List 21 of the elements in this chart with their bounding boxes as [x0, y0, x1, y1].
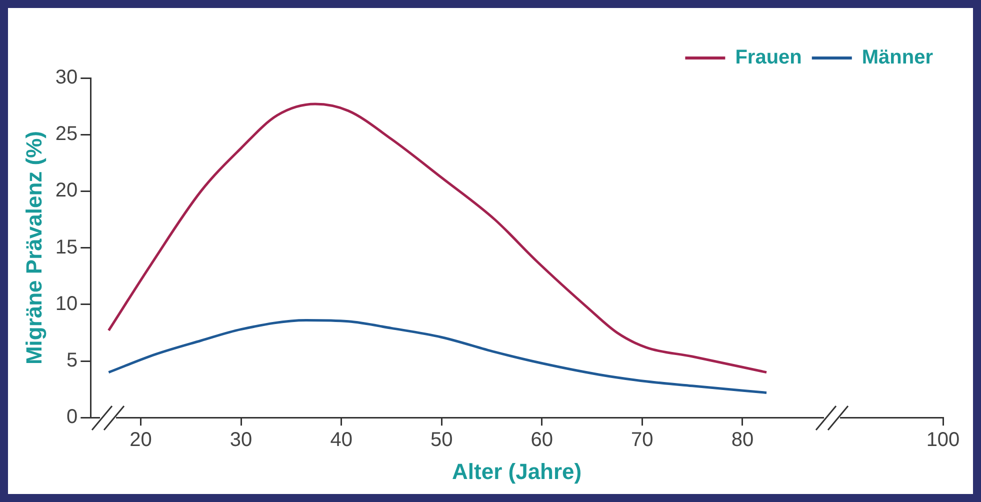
y-tick-label: 5 — [66, 350, 78, 372]
x-tick-label: 60 — [530, 429, 554, 452]
x-tick-label: 30 — [230, 429, 252, 452]
legend-label: Männer — [862, 46, 934, 69]
y-tick-label: 0 — [66, 406, 78, 428]
y-tick-label: 10 — [55, 292, 78, 315]
x-tick-label: 20 — [130, 429, 152, 452]
y-axis-title: Migräne Prävalenz (%) — [21, 131, 46, 365]
line-series — [107, 319, 768, 394]
x-tick-label: 80 — [731, 429, 754, 452]
x-tick-label: 50 — [430, 429, 453, 452]
legend-label: Frauen — [735, 46, 802, 69]
y-tick-label: 15 — [55, 236, 78, 258]
y-tick-label: 30 — [55, 66, 78, 89]
line-series — [107, 102, 768, 374]
x-tick-label: 40 — [330, 429, 352, 452]
x-axis-title: Alter (Jahre) — [452, 458, 582, 484]
y-tick-label: 25 — [55, 123, 78, 146]
y-tick-label: 20 — [55, 180, 78, 202]
x-tick-label: 70 — [631, 429, 654, 452]
x-tick-label: 100 — [926, 429, 960, 452]
